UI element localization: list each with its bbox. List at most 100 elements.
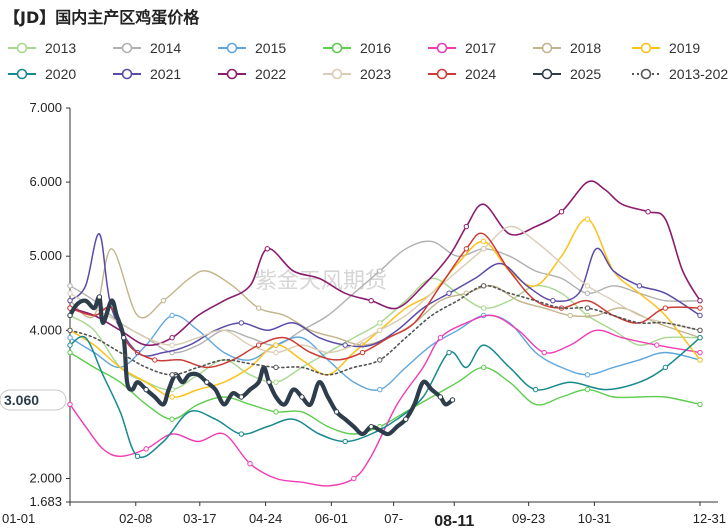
data-point (169, 416, 175, 422)
legend-label: 2018 (570, 40, 601, 56)
data-point (120, 335, 127, 341)
legend-marker (226, 42, 238, 54)
data-point (654, 342, 660, 348)
data-point (368, 297, 374, 304)
series-2019 (67, 216, 703, 400)
data-point (550, 297, 556, 304)
legend-label: 2020 (45, 66, 76, 82)
series-2020 (67, 335, 703, 459)
data-point (134, 453, 141, 459)
x-tick-label: 09-23 (512, 511, 545, 526)
data-point (152, 357, 158, 363)
series-line-2022 (69, 180, 701, 347)
x-tick-label: 03-17 (183, 511, 216, 526)
data-point (437, 335, 444, 341)
data-point (567, 312, 573, 319)
data-point (662, 305, 669, 311)
series-2016 (67, 349, 703, 435)
legend-label: 2017 (465, 40, 496, 56)
data-point (169, 372, 175, 378)
legend-item-2017[interactable]: 2017 (428, 40, 496, 56)
data-point (697, 335, 703, 341)
watermark: 紫金天风期货 (255, 269, 387, 294)
data-point (273, 379, 279, 385)
data-point (169, 342, 175, 348)
current-value-badge (0, 389, 67, 411)
data-point (697, 357, 703, 363)
data-point (480, 283, 487, 289)
data-point (67, 283, 73, 289)
legend-item-2023[interactable]: 2023 (323, 66, 391, 82)
legend-marker (331, 42, 343, 54)
series-line-2013 (69, 277, 701, 391)
x-tick-label: 04-24 (249, 511, 282, 526)
y-tick-label: 2.000 (29, 471, 62, 486)
data-point (645, 209, 651, 215)
series-line-2025 (67, 294, 455, 437)
data-point (67, 335, 73, 341)
legend-item-2020[interactable]: 2020 (8, 66, 76, 82)
data-point (67, 327, 73, 334)
legend-label: 2022 (255, 66, 286, 82)
legend-item-2022[interactable]: 2022 (218, 66, 286, 82)
data-point (558, 209, 565, 215)
legend-item-2013[interactable]: 2013 (8, 40, 76, 56)
legend-item-2018[interactable]: 2018 (533, 40, 601, 56)
x-tick-label: 02-08 (119, 511, 152, 526)
data-point (377, 357, 383, 363)
series-2013-2024 (67, 283, 703, 378)
series-2022 (67, 180, 703, 347)
data-point (463, 223, 470, 230)
legend-item-2021[interactable]: 2021 (113, 66, 181, 82)
legend-marker (541, 42, 553, 54)
data-point (584, 372, 591, 378)
data-point (204, 379, 210, 385)
legend-item-2015[interactable]: 2015 (218, 40, 286, 56)
data-point (584, 290, 591, 296)
legend-marker (436, 42, 448, 54)
series-2017 (67, 314, 703, 487)
legend-item-2016[interactable]: 2016 (323, 40, 391, 56)
data-point (266, 379, 272, 385)
data-point (273, 364, 279, 371)
data-point (299, 394, 305, 400)
data-point (160, 297, 167, 304)
legend-item-2025[interactable]: 2025 (533, 66, 601, 82)
data-point (255, 342, 262, 348)
data-point (403, 416, 409, 422)
legend: 2013 2014 2015 2016 2017 2018 2019 2020 2021 2022… (8, 40, 728, 82)
data-point (67, 312, 73, 319)
data-point (463, 246, 470, 252)
data-point (238, 394, 245, 400)
data-point (584, 386, 591, 393)
legend-marker (331, 68, 343, 80)
legend-item-2024[interactable]: 2024 (428, 66, 496, 82)
data-point (169, 394, 175, 400)
chart-title: 【JD】国内主产区鸡蛋价格 (4, 8, 200, 27)
legend-item-2014[interactable]: 2014 (113, 40, 181, 56)
data-point (342, 342, 348, 348)
data-point (697, 305, 703, 311)
y-tick-label: 7.000 (29, 100, 62, 115)
data-point (67, 290, 73, 296)
legend-item-2019[interactable]: 2019 (632, 40, 700, 56)
legend-label: 2025 (570, 66, 601, 82)
legend-label: 2014 (150, 40, 181, 56)
data-point (697, 349, 703, 356)
data-point (273, 409, 279, 415)
data-point (238, 431, 245, 437)
data-point (67, 401, 73, 408)
legend-marker (16, 42, 28, 54)
legend-label: 2015 (255, 40, 286, 56)
y-tick-label: 4.000 (29, 322, 62, 337)
data-point (359, 349, 366, 356)
data-point (446, 290, 452, 296)
y-tick-label: 5.000 (29, 248, 62, 263)
data-point (238, 320, 245, 326)
data-point (247, 460, 253, 467)
legend-label: 2019 (669, 40, 700, 56)
legend-label: 2024 (465, 66, 496, 82)
data-point (67, 342, 73, 348)
legend-item-2013-2024[interactable]: 2013-2024均值 (632, 66, 728, 82)
